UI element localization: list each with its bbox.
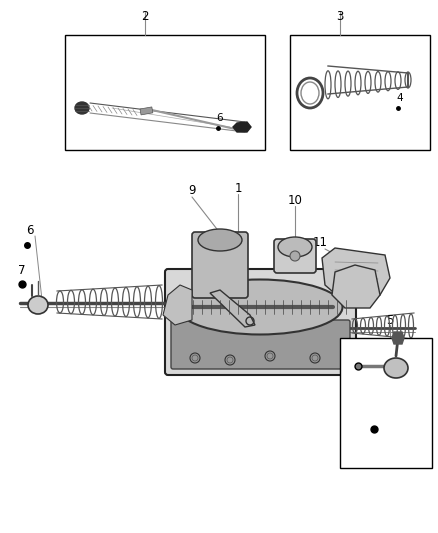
Ellipse shape	[278, 237, 312, 257]
Text: 9: 9	[188, 184, 196, 198]
Polygon shape	[233, 122, 251, 132]
Text: 7: 7	[371, 434, 377, 444]
Ellipse shape	[265, 351, 275, 361]
Text: 4: 4	[397, 93, 403, 103]
Bar	[290, 35, 430, 150]
Bar	[340, 338, 432, 468]
FancyBboxPatch shape	[171, 320, 350, 369]
Ellipse shape	[28, 296, 48, 314]
Bar	[65, 35, 265, 150]
Ellipse shape	[75, 102, 89, 114]
Text: 1: 1	[234, 182, 242, 195]
Ellipse shape	[190, 353, 200, 363]
Ellipse shape	[225, 355, 235, 365]
Text: 11: 11	[312, 237, 328, 249]
Polygon shape	[210, 290, 255, 327]
Ellipse shape	[198, 229, 242, 251]
Polygon shape	[163, 285, 192, 325]
Polygon shape	[332, 265, 380, 308]
Ellipse shape	[177, 279, 343, 335]
Ellipse shape	[290, 251, 300, 261]
Text: 6: 6	[26, 223, 34, 237]
FancyBboxPatch shape	[192, 232, 248, 298]
Ellipse shape	[384, 358, 408, 378]
Text: 3: 3	[336, 10, 344, 23]
Text: 2: 2	[141, 10, 149, 23]
Polygon shape	[322, 248, 390, 298]
Text: 6: 6	[355, 350, 361, 360]
FancyBboxPatch shape	[165, 269, 356, 375]
Text: 5: 5	[386, 313, 394, 327]
Polygon shape	[392, 332, 404, 344]
Ellipse shape	[310, 353, 320, 363]
Text: 6: 6	[217, 113, 223, 123]
Bar	[140, 107, 153, 115]
FancyBboxPatch shape	[274, 239, 316, 273]
Text: 7: 7	[18, 263, 26, 277]
Text: 10: 10	[288, 193, 302, 206]
